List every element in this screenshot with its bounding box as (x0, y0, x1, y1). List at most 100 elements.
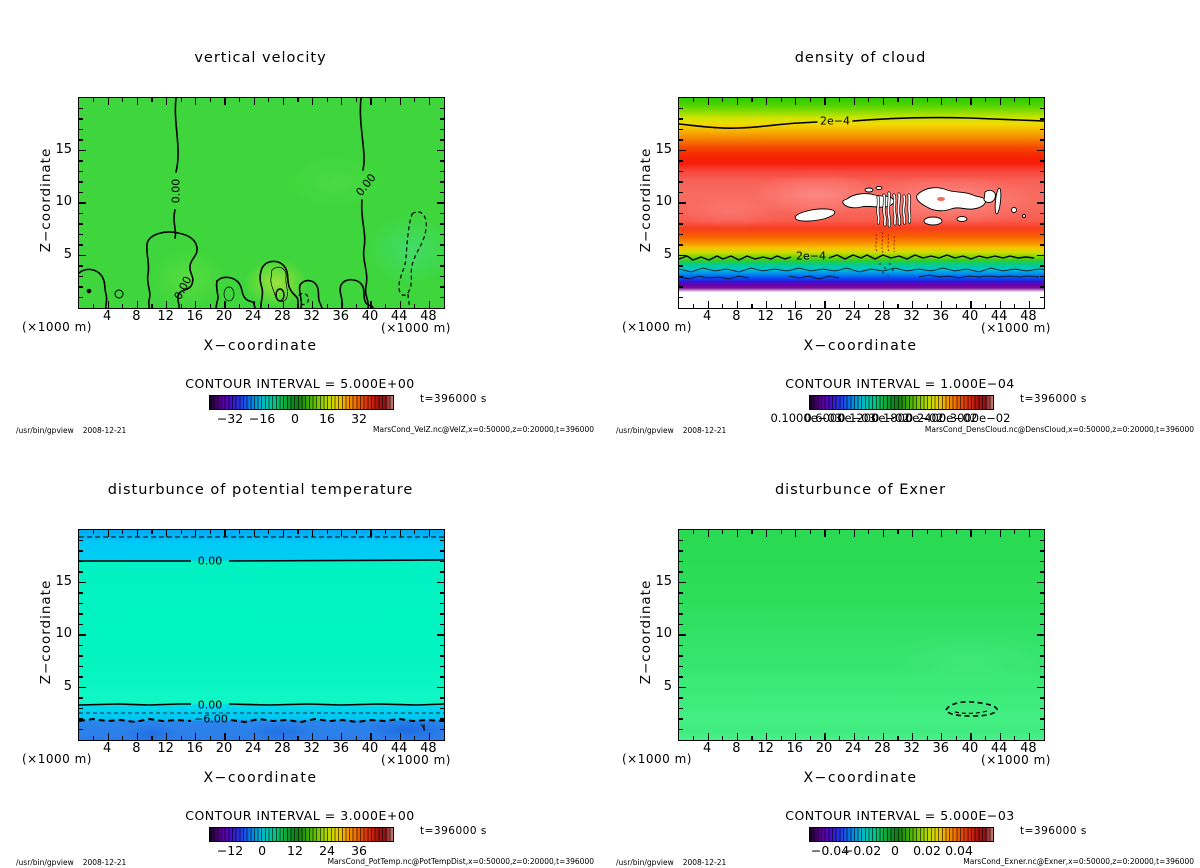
tick-mark (440, 707, 444, 710)
tick-mark (79, 296, 83, 299)
tick-mark (312, 530, 314, 537)
tick-mark (941, 301, 943, 308)
y-tick-label: 10 (55, 626, 72, 641)
y-tick-label: 5 (63, 246, 72, 262)
tick-mark (385, 98, 387, 102)
tick-mark (780, 530, 782, 534)
tick-mark (722, 304, 724, 308)
tick-mark (751, 304, 753, 308)
tick-mark (79, 550, 83, 552)
x-tick-label: 4 (703, 741, 712, 756)
tick-mark (341, 530, 343, 537)
tick-mark (868, 530, 870, 534)
tick-mark (1040, 655, 1044, 657)
tick-mark (1040, 718, 1044, 720)
tick-mark (926, 736, 928, 740)
dataset-path: MarsCond_VelZ.nc@VelZ,x=0:50000,z=0:2000… (373, 425, 594, 434)
chart-title: disturbunce of potential temperature (107, 482, 414, 498)
tick-mark (1040, 623, 1044, 626)
x-tick-label: 44 (390, 741, 408, 756)
tick-mark (1014, 530, 1016, 534)
tick-mark (440, 592, 444, 594)
tick-mark (79, 665, 83, 668)
tick-mark (136, 733, 138, 740)
dataset-path: MarsCond_Exner.nc@Exner,x=0:50000,z=0:20… (963, 857, 1194, 866)
tick-mark (79, 233, 83, 236)
tick-mark (93, 530, 95, 534)
tick-mark (253, 733, 255, 740)
tick-mark (1040, 107, 1044, 110)
tick-mark (970, 301, 972, 308)
tick-mark (679, 128, 683, 131)
tick-mark (809, 530, 811, 534)
x-tick-label: 20 (215, 309, 233, 324)
tick-mark (326, 736, 328, 740)
tick-mark (297, 530, 299, 534)
tick-mark (107, 530, 109, 537)
tick-mark (780, 736, 782, 740)
tick-mark (385, 530, 387, 534)
tick-mark (79, 181, 83, 183)
tick-mark (440, 233, 444, 236)
tick-mark (1040, 286, 1044, 288)
tick-mark (882, 530, 884, 537)
x-tick-label: 32 (903, 309, 920, 324)
contour-interval-label: CONTOUR INTERVAL = 1.000E−04 (785, 376, 1015, 391)
tick-mark (679, 286, 683, 288)
tick-mark (79, 571, 83, 573)
tick-mark (1040, 539, 1044, 542)
contour-label: 0.00 (197, 698, 223, 712)
tick-mark (1040, 139, 1044, 141)
tick-mark (679, 296, 683, 299)
tick-mark (1040, 665, 1044, 668)
tick-mark (440, 539, 444, 542)
tick-mark (1040, 191, 1044, 194)
command-footer: /usr/bin/gpview 2008-12-21 (16, 426, 135, 435)
tick-mark (79, 718, 83, 720)
x-tick-label: 44 (990, 741, 1008, 756)
tick-mark (440, 560, 444, 563)
x-tick-label: 36 (332, 309, 350, 324)
tick-mark (839, 736, 841, 740)
axis-unit-left: (×1000 m) (22, 752, 92, 766)
x-tick-label: 48 (1020, 741, 1037, 756)
x-tick-label: 12 (157, 309, 174, 324)
tick-mark (751, 736, 753, 740)
tick-mark (751, 98, 753, 102)
x-tick-label: 8 (732, 309, 741, 324)
tick-mark (268, 98, 270, 102)
tick-mark (79, 613, 83, 615)
colorbar (209, 395, 394, 410)
contour-lines-svg (679, 116, 1044, 308)
x-tick-label: 28 (874, 309, 891, 324)
axis-ticks (79, 98, 444, 308)
x-tick-label: 24 (244, 309, 262, 324)
tick-mark (839, 530, 841, 534)
tick-mark (679, 170, 683, 173)
x-tick-label: 48 (420, 741, 437, 756)
tick-mark (440, 655, 444, 657)
tick-mark (1028, 98, 1030, 105)
tick-mark (136, 301, 138, 308)
tick-mark (1040, 728, 1044, 731)
tick-mark (440, 107, 444, 110)
tick-mark (679, 223, 683, 225)
tick-mark (912, 301, 914, 308)
tick-mark (853, 301, 855, 308)
tick-mark (166, 301, 168, 308)
tick-mark (824, 301, 826, 308)
tick-mark (1028, 301, 1030, 308)
tick-mark (79, 191, 83, 194)
tick-mark (282, 98, 284, 105)
tick-mark (341, 98, 343, 105)
tick-mark (1040, 602, 1044, 605)
tick-mark (79, 655, 83, 657)
tick-mark (180, 736, 182, 740)
x-tick-label: 36 (932, 309, 950, 324)
render-date: 2008-12-21 (82, 858, 127, 867)
command-path: /usr/bin/gpview (616, 858, 674, 867)
tick-mark (1028, 733, 1030, 740)
y-tick-label: 5 (663, 678, 672, 694)
tick-mark (428, 301, 430, 308)
time-stamp: t=396000 s (420, 393, 487, 405)
